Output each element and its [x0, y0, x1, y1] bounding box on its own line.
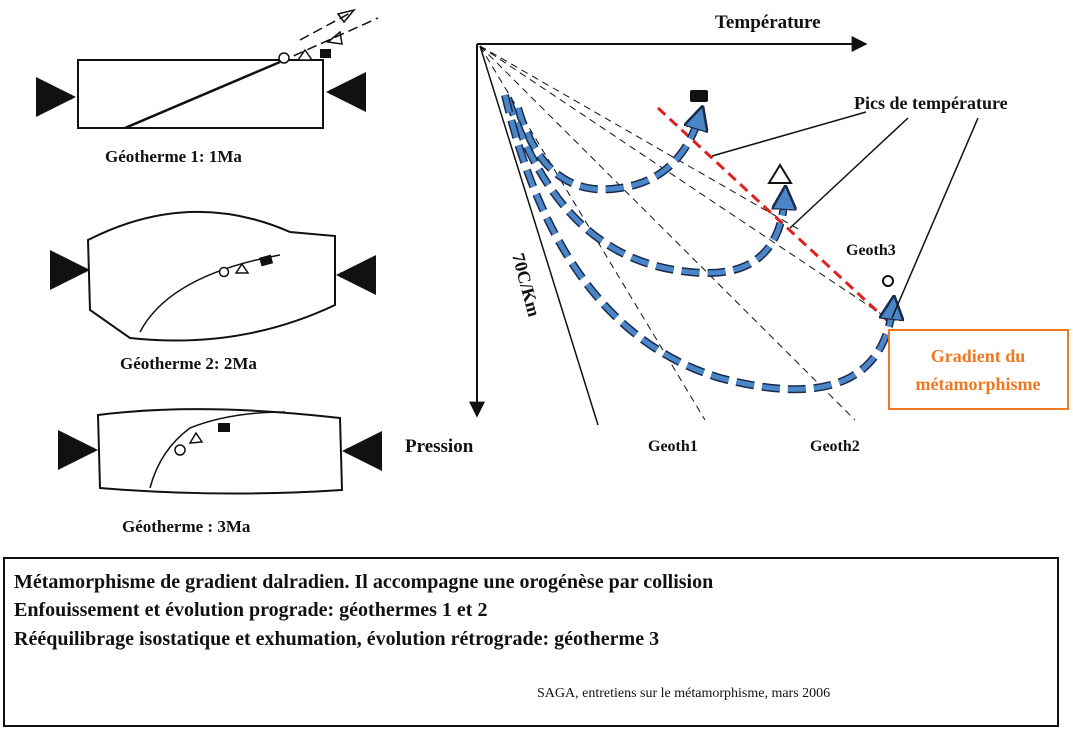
circle-marker-icon — [278, 52, 290, 64]
square-marker-icon — [218, 423, 230, 432]
gradient-box-line1: Gradient du — [931, 346, 1026, 366]
gradient-box-line2: métamorphisme — [916, 374, 1041, 394]
footer-line1: Métamorphisme de gradient dalradien. Il … — [14, 571, 713, 593]
circle-marker-icon — [218, 266, 230, 278]
pt-path-1 — [514, 108, 700, 194]
geotherme3-caption: Géotherme : 3Ma — [122, 517, 251, 536]
geotherme3-panel — [58, 408, 382, 495]
geoth2-line — [479, 45, 856, 421]
geoth2-label: Geoth2 — [810, 438, 860, 455]
circle-marker-icon — [174, 444, 186, 456]
geotherme1-caption: Géotherme 1: 1Ma — [105, 147, 242, 166]
geotherme2-caption: Géotherme 2: 2Ma — [120, 354, 257, 373]
pt-diagram — [469, 36, 1069, 426]
x-axis-label: Température — [715, 12, 821, 33]
footer-credit: SAGA, entretiens sur le métamorphisme, m… — [537, 686, 830, 701]
gradient-70-line — [479, 45, 599, 426]
y-axis-label: Pression — [405, 436, 474, 457]
circle-peak-icon — [882, 275, 894, 287]
triangle-peak-icon — [767, 163, 793, 184]
triangle-marker-icon — [188, 431, 204, 444]
gradient-box — [888, 329, 1069, 410]
pt-path-3 — [501, 94, 893, 394]
footer-line2: Enfouissement et évolution prograde: géo… — [14, 599, 487, 621]
square-marker-icon — [320, 49, 331, 58]
pics-label: Pics de température — [854, 93, 1008, 113]
arrow-head-icon — [336, 8, 357, 24]
triangle-marker-icon — [296, 48, 314, 61]
peak-temperature-line — [656, 106, 894, 327]
geoth3-label: Geoth3 — [846, 242, 896, 259]
geoth3-line — [479, 45, 891, 321]
square-marker-icon — [259, 254, 274, 267]
geotherme1-panel — [36, 8, 379, 130]
triangle-marker-icon — [234, 262, 250, 274]
square-peak-icon — [690, 90, 708, 102]
footer-box — [3, 557, 1059, 727]
pt-path-2 — [504, 96, 785, 277]
geoth1-label: Geoth1 — [648, 438, 698, 455]
footer-line3: Rééquilibrage isostatique et exhumation,… — [14, 628, 659, 650]
geotherme2-panel — [50, 210, 376, 342]
gradient-70-label: 70C/Km — [508, 251, 544, 319]
